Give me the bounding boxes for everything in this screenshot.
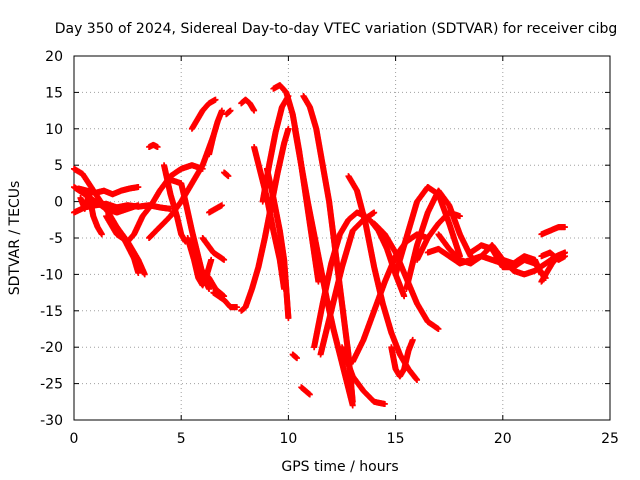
x-tick-label: 20 (494, 431, 512, 447)
series-track-q (206, 107, 225, 158)
series-track-z (263, 165, 292, 322)
data-point (218, 107, 225, 114)
y-tick-label: 10 (45, 122, 63, 138)
y-tick-label: -20 (40, 340, 63, 356)
y-tick-label: 15 (45, 85, 63, 101)
data-point (285, 315, 292, 322)
data-point (221, 256, 228, 263)
data-series (71, 82, 568, 409)
series-track-j (161, 162, 189, 245)
series-track-m (188, 96, 219, 132)
series-track-r (210, 289, 240, 311)
chart-title: Day 350 of 2024, Sidereal Day-to-day VTE… (55, 21, 618, 37)
series-track-g (113, 224, 148, 278)
series-track-ae (311, 209, 369, 351)
y-tick-label: -5 (49, 231, 63, 247)
data-point (293, 355, 300, 362)
y-tick-label: -10 (40, 267, 63, 283)
series-track-h (146, 141, 161, 150)
series-track-t (223, 107, 234, 118)
data-point (135, 184, 142, 191)
series-track-d (75, 184, 142, 198)
series-track-aa (289, 351, 300, 362)
x-tick-label: 15 (387, 431, 405, 447)
series-track-u (238, 96, 258, 114)
series-track-e (77, 191, 105, 238)
data-point (154, 144, 161, 150)
series-track-n (199, 235, 228, 263)
y-tick-label: 5 (54, 158, 63, 174)
x-tick-label: 0 (70, 431, 79, 447)
data-point (225, 173, 232, 180)
series-track-s (221, 169, 232, 180)
x-tick-label: 5 (177, 431, 186, 447)
data-point (251, 107, 258, 114)
axis-ticks: 0 5 10 15 20 25 -30 -25 -20 -15 -10 -5 0 5 10 15 20 (40, 49, 619, 447)
data-point (306, 391, 313, 398)
data-point (98, 231, 105, 238)
data-point (135, 269, 142, 276)
data-point (349, 402, 356, 409)
data-point (206, 285, 213, 292)
data-point (285, 125, 292, 132)
series-track-p (206, 202, 225, 216)
y-tick-label: -30 (40, 413, 63, 429)
data-point (227, 107, 234, 114)
y-tick-label: 0 (54, 195, 63, 211)
data-point (141, 271, 148, 278)
y-tick-label: -15 (40, 304, 63, 320)
x-tick-label: 10 (279, 431, 297, 447)
y-tick-label: 20 (45, 49, 63, 65)
y-tick-label: -25 (40, 377, 63, 393)
data-point (218, 202, 225, 209)
x-tick-label: 25 (601, 431, 619, 447)
data-point (233, 304, 240, 311)
series-track-ab (298, 384, 313, 398)
data-point (208, 256, 215, 263)
data-point (212, 96, 219, 103)
